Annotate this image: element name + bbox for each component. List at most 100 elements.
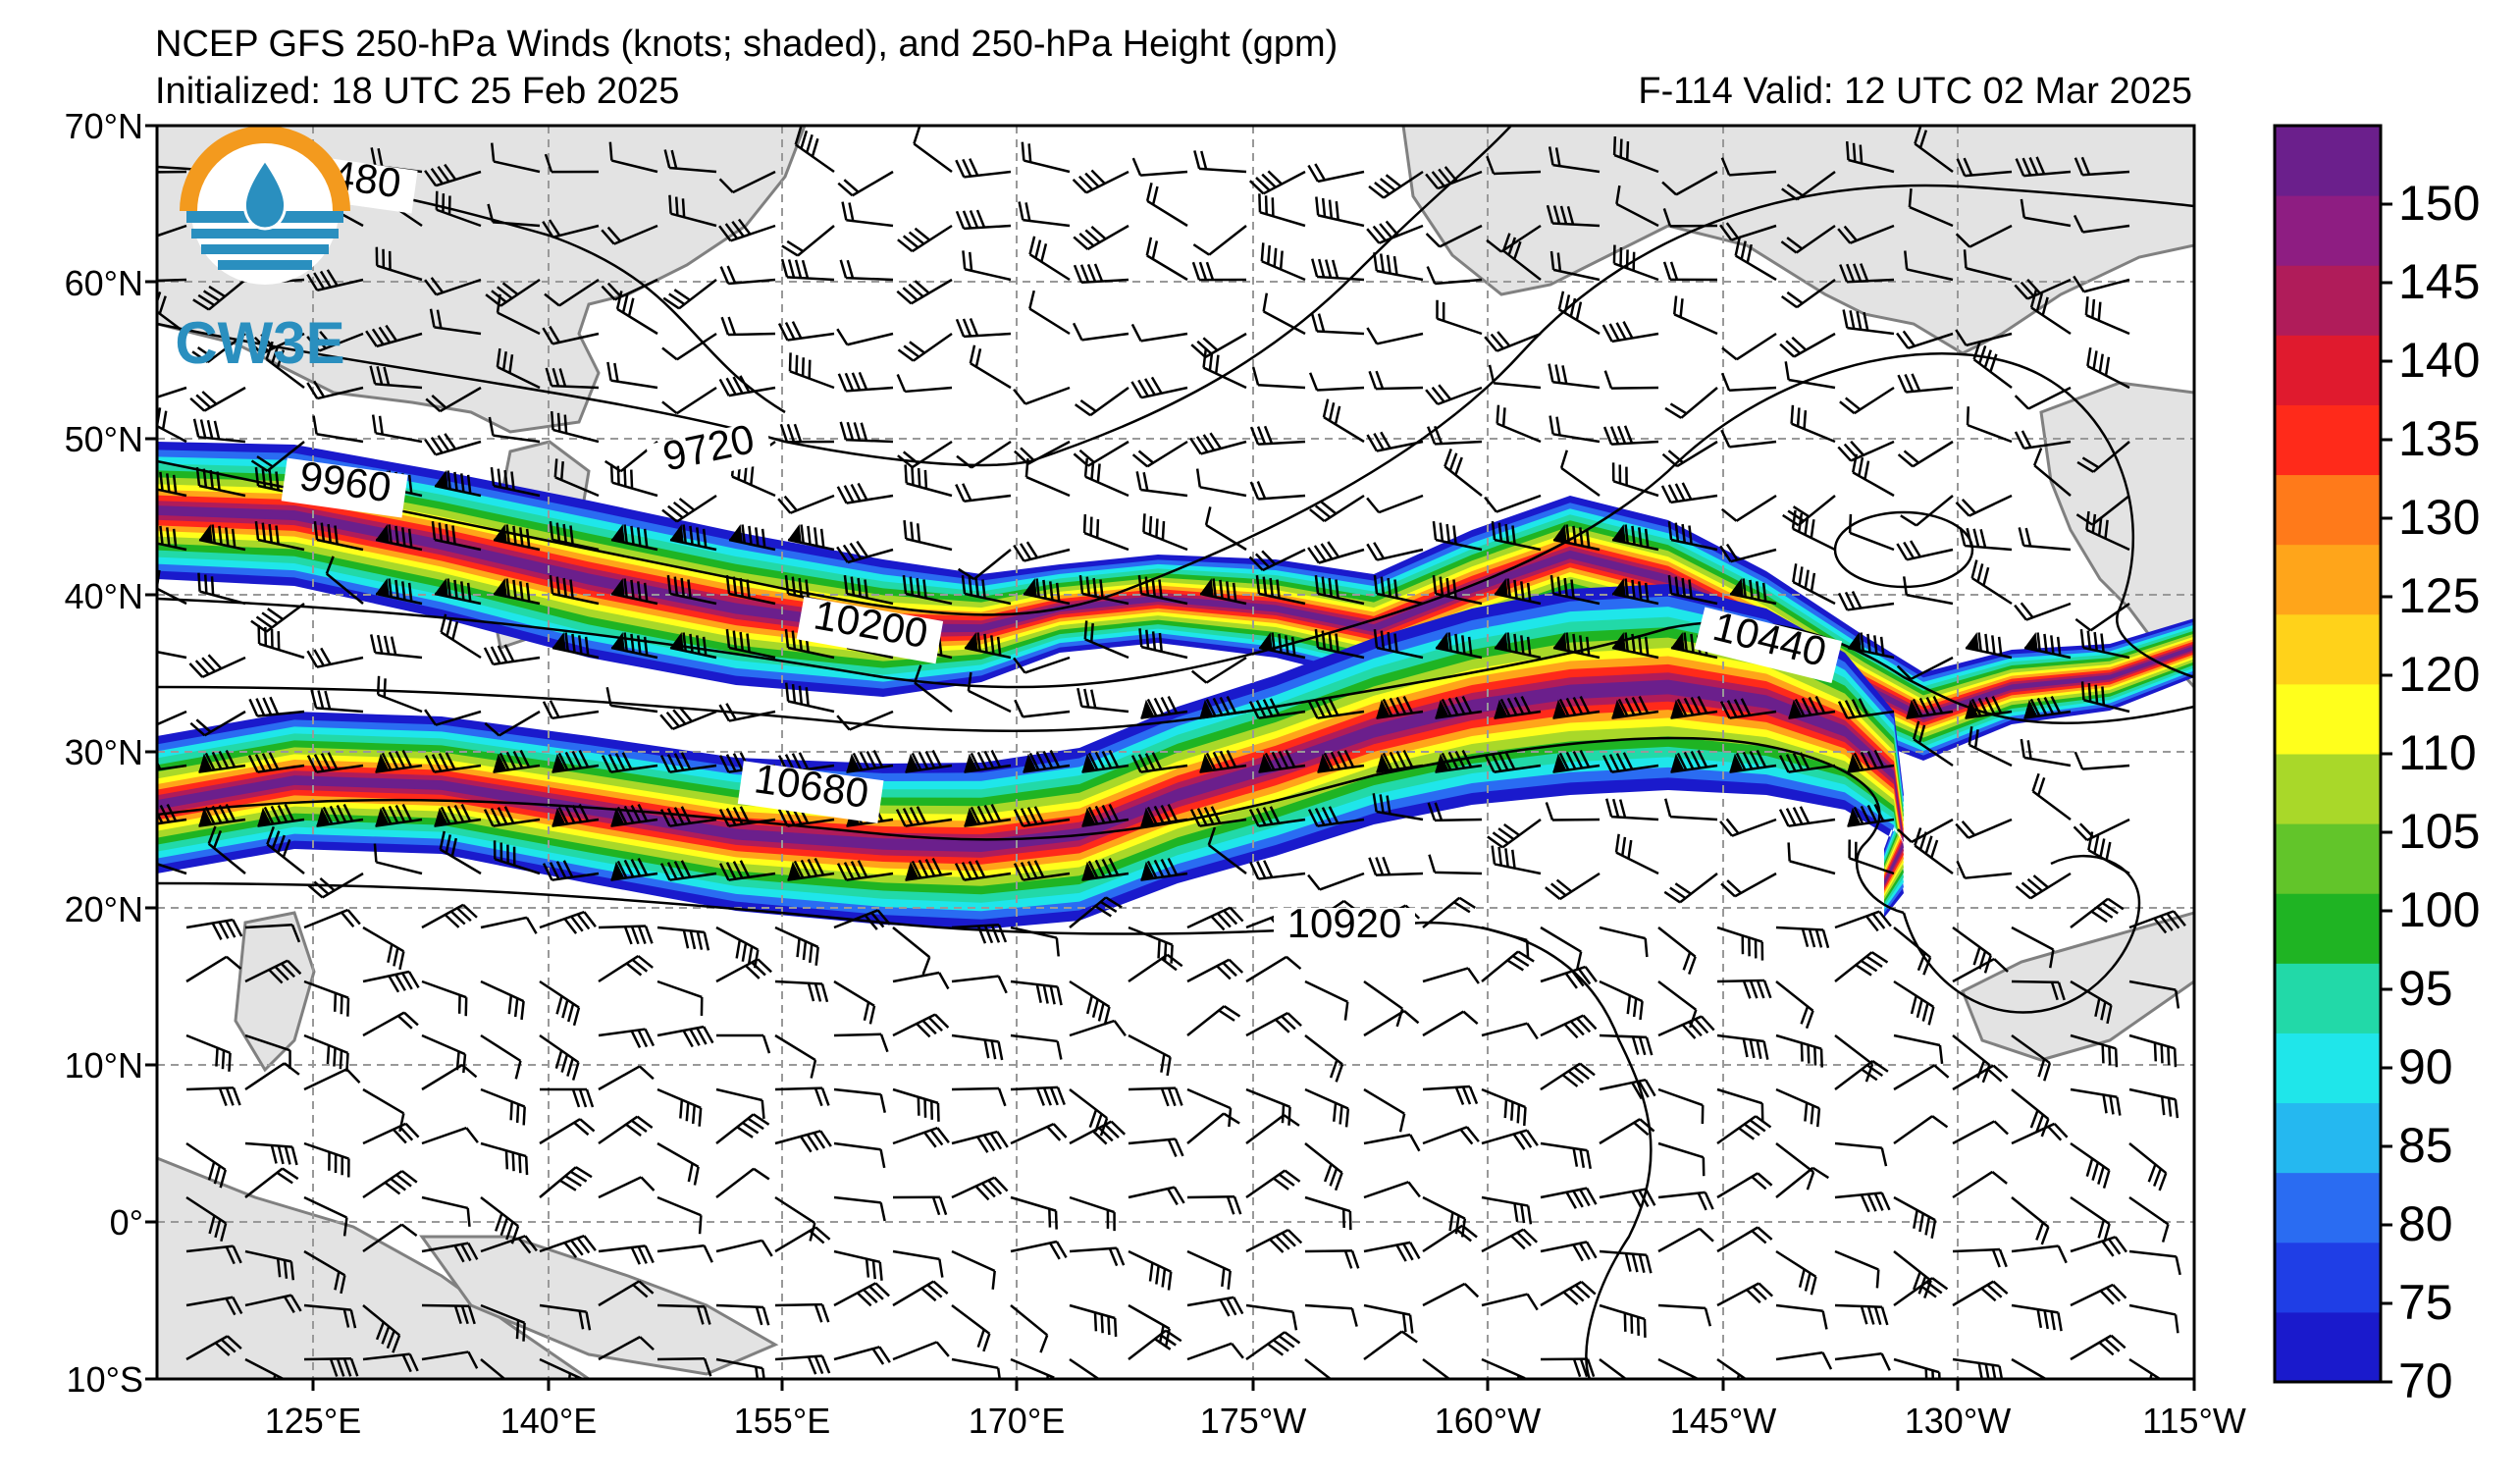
wind-barb — [610, 632, 658, 660]
wind-barb — [316, 803, 364, 827]
wind-barb — [1069, 896, 1123, 928]
wind-barb — [955, 318, 1012, 339]
colorbar-label: 90 — [2398, 1039, 2453, 1094]
wind-barb — [837, 371, 894, 393]
wind-barb — [903, 519, 953, 552]
wind-barb — [601, 278, 658, 301]
wind-barb — [833, 1141, 886, 1169]
wind-barb — [1010, 1240, 1068, 1260]
wind-barb — [1965, 695, 2013, 719]
wind-barb — [306, 380, 364, 400]
wind-barb — [2074, 602, 2130, 632]
wind-barb — [895, 806, 953, 827]
wind-barb — [1781, 170, 1836, 201]
wind-barb — [787, 857, 835, 881]
wind-barb — [962, 250, 1012, 282]
wind-barb — [197, 572, 246, 606]
wind-barb — [1719, 543, 1777, 563]
wind-barb — [1010, 1086, 1066, 1106]
wind-barb — [1373, 252, 1424, 282]
wind-barb — [1307, 163, 1365, 184]
wind-barb — [480, 1087, 526, 1126]
wind-barb — [1248, 806, 1306, 827]
wind-barb — [1363, 1133, 1421, 1152]
wind-barb — [1834, 1351, 1891, 1371]
wind-barb — [487, 203, 541, 228]
wind-barb — [779, 423, 835, 444]
colorbar-label: 70 — [2398, 1353, 2453, 1408]
map-title: NCEP GFS 250-hPa Winds (knots; shaded), … — [155, 24, 1339, 65]
wind-barb — [375, 578, 423, 606]
wind-barb — [905, 749, 953, 773]
wind-barb — [490, 467, 541, 498]
wind-barb — [207, 825, 246, 874]
wind-barb — [480, 916, 538, 934]
wind-barb — [539, 1118, 596, 1145]
wind-barb — [496, 293, 541, 336]
wind-barb — [362, 1122, 420, 1145]
wind-barb — [1083, 457, 1129, 498]
colorbar-ticks — [2381, 202, 2392, 1384]
lat-label: 20°N — [65, 889, 143, 929]
wind-barb — [661, 332, 717, 361]
wind-barb — [198, 749, 246, 773]
wind-barb — [1069, 980, 1111, 1026]
wind-barb — [794, 126, 835, 174]
wind-barb — [157, 710, 187, 732]
wind-barb — [1069, 1019, 1127, 1037]
wind-barb — [1083, 620, 1129, 660]
wind-barb — [656, 1195, 703, 1235]
wind-barb — [1614, 833, 1659, 875]
colorbar-swatch — [2275, 893, 2381, 964]
wind-barb — [1611, 632, 1659, 660]
wind-barb — [2020, 198, 2072, 228]
wind-barb — [1970, 559, 2013, 606]
wind-barb — [1128, 953, 1183, 983]
wind-barb — [1601, 321, 1659, 344]
wind-barb — [1186, 1342, 1244, 1361]
wind-barb — [1494, 632, 1542, 660]
wind-barb — [2070, 1334, 2126, 1361]
wind-barb — [1373, 575, 1424, 606]
wind-barb — [1896, 330, 1954, 349]
wind-barb — [303, 1195, 348, 1237]
wind-barb — [1956, 157, 2013, 178]
wind-barb — [1604, 798, 1659, 821]
wind-barb — [542, 700, 600, 720]
wind-barb — [1074, 386, 1129, 417]
contour-10440 — [157, 620, 2194, 733]
wind-barb — [244, 1141, 298, 1166]
wind-barb — [1426, 266, 1483, 286]
wind-barb — [1255, 575, 1306, 606]
wind-barb — [1366, 494, 1424, 514]
wind-barb — [313, 521, 364, 552]
wind-barb — [715, 1087, 765, 1119]
wind-barb — [1657, 1357, 1702, 1379]
wind-barb — [1072, 169, 1129, 194]
wind-barb — [964, 803, 1012, 827]
colorbar-swatch — [2275, 1172, 2381, 1244]
lon-label: 170°E — [969, 1401, 1065, 1441]
west-coast-landmass — [2039, 381, 2194, 690]
wind-barb — [1716, 1172, 1773, 1199]
wind-barb — [1663, 873, 1718, 904]
wind-barb — [1317, 749, 1365, 773]
wind-barb — [192, 279, 246, 311]
wind-barb — [551, 749, 600, 773]
wind-barb — [774, 1354, 831, 1375]
wind-barb — [2084, 296, 2130, 336]
wind-barb — [1486, 155, 1542, 176]
wind-barb — [1602, 425, 1659, 446]
wind-barb — [1664, 387, 1718, 419]
colorbar-swatch — [2275, 823, 2381, 894]
wind-barb — [480, 1141, 529, 1176]
wind-barb — [1791, 509, 1836, 552]
wind-barb — [1662, 261, 1718, 282]
wind-barb — [1014, 699, 1071, 718]
wind-barb — [429, 308, 482, 336]
wind-barb — [376, 675, 423, 714]
wind-barb — [1145, 237, 1188, 282]
wind-barb — [375, 803, 423, 827]
wind-barb — [157, 647, 187, 660]
wind-barb — [1363, 1087, 1406, 1133]
